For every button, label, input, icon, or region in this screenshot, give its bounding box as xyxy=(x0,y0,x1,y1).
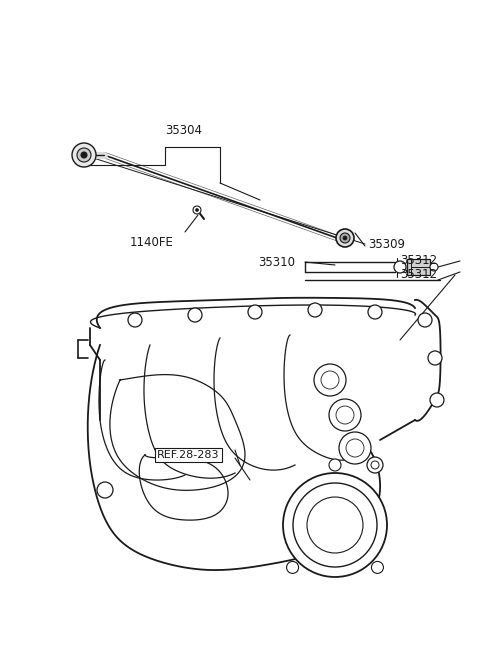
Circle shape xyxy=(128,313,142,327)
FancyBboxPatch shape xyxy=(407,259,430,275)
Circle shape xyxy=(343,236,347,240)
Text: REF.28-283: REF.28-283 xyxy=(157,450,219,460)
Circle shape xyxy=(329,459,341,471)
Circle shape xyxy=(314,364,346,396)
Circle shape xyxy=(81,152,87,158)
Circle shape xyxy=(430,263,438,271)
Circle shape xyxy=(321,371,339,389)
Circle shape xyxy=(248,305,262,319)
Circle shape xyxy=(329,399,361,431)
Circle shape xyxy=(287,562,299,573)
Circle shape xyxy=(394,261,406,273)
Circle shape xyxy=(193,206,201,214)
Text: 35312: 35312 xyxy=(400,255,437,268)
Text: 1140FE: 1140FE xyxy=(130,237,174,249)
Text: 35304: 35304 xyxy=(165,123,202,136)
Circle shape xyxy=(97,482,113,498)
Circle shape xyxy=(418,313,432,327)
Circle shape xyxy=(336,406,354,424)
Circle shape xyxy=(77,148,91,162)
Circle shape xyxy=(293,483,377,567)
Circle shape xyxy=(339,432,371,464)
Circle shape xyxy=(367,457,383,473)
Circle shape xyxy=(368,305,382,319)
Circle shape xyxy=(188,308,202,322)
Circle shape xyxy=(195,209,199,211)
Text: 35309: 35309 xyxy=(368,239,405,251)
Circle shape xyxy=(371,461,379,469)
Text: 35310: 35310 xyxy=(258,255,295,268)
Circle shape xyxy=(372,562,384,573)
Text: 35312: 35312 xyxy=(400,268,437,281)
Circle shape xyxy=(340,233,350,243)
Circle shape xyxy=(336,229,354,247)
Circle shape xyxy=(307,497,363,553)
Circle shape xyxy=(283,473,387,577)
Circle shape xyxy=(72,143,96,167)
Circle shape xyxy=(308,303,322,317)
Circle shape xyxy=(430,393,444,407)
Circle shape xyxy=(428,351,442,365)
Circle shape xyxy=(346,439,364,457)
